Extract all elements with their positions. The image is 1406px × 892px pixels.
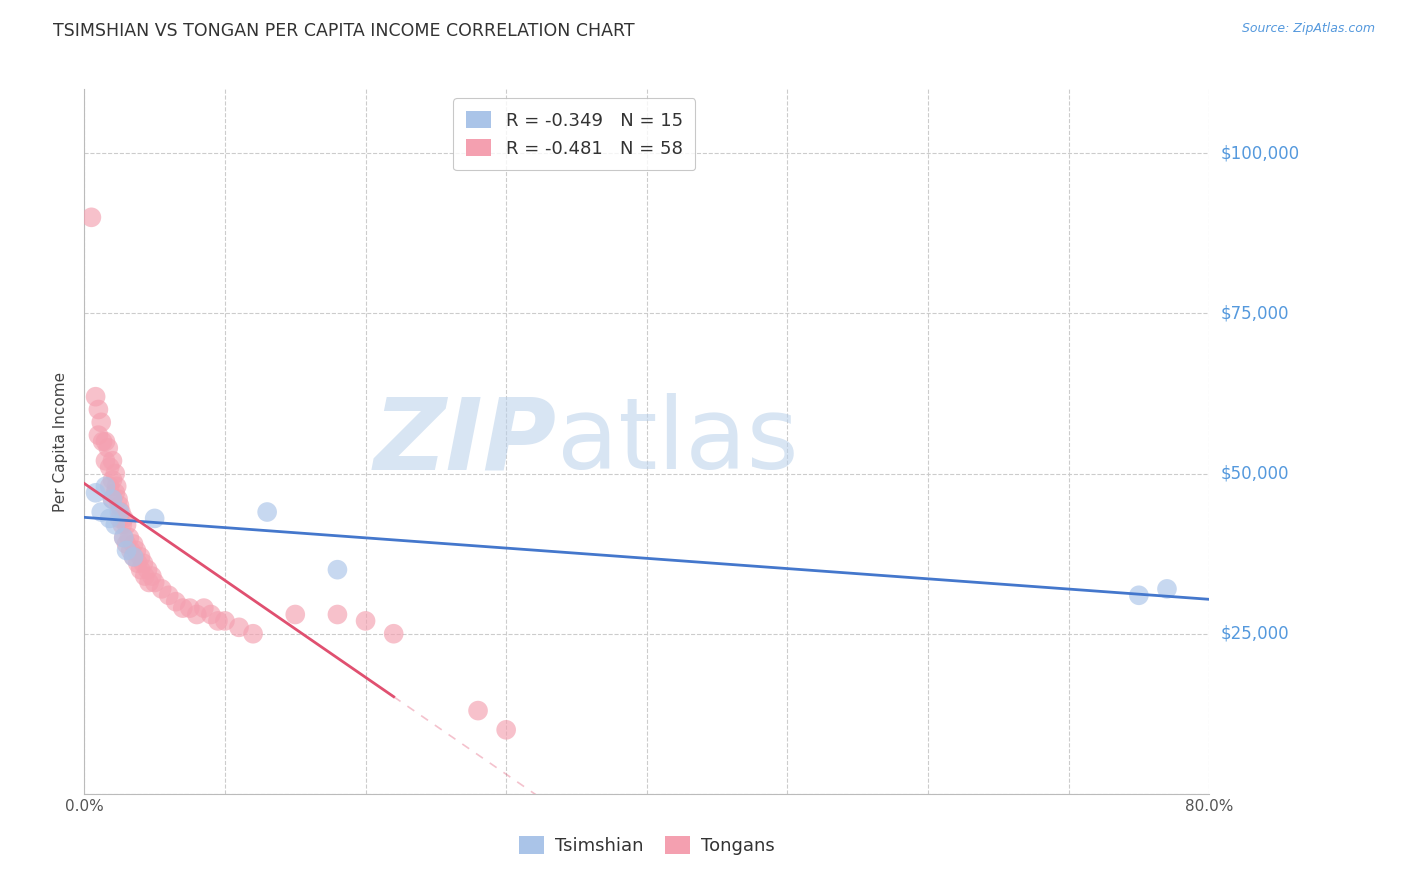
Point — [138, 575, 160, 590]
Point — [129, 549, 152, 564]
Point — [200, 607, 222, 622]
Point — [101, 473, 124, 487]
Point — [84, 485, 107, 500]
Point — [214, 614, 236, 628]
Text: Source: ZipAtlas.com: Source: ZipAtlas.com — [1241, 22, 1375, 36]
Point — [129, 563, 152, 577]
Point — [141, 569, 163, 583]
Point — [186, 607, 208, 622]
Legend: Tsimshian, Tongans: Tsimshian, Tongans — [512, 830, 782, 863]
Point — [115, 517, 138, 532]
Point — [172, 601, 194, 615]
Point — [157, 588, 180, 602]
Point — [104, 485, 127, 500]
Point — [207, 614, 229, 628]
Point — [284, 607, 307, 622]
Point — [143, 511, 166, 525]
Point — [104, 517, 127, 532]
Point — [90, 415, 112, 429]
Point — [108, 499, 131, 513]
Point — [94, 454, 117, 468]
Point — [108, 511, 131, 525]
Point — [125, 543, 148, 558]
Point — [101, 492, 124, 507]
Point — [228, 620, 250, 634]
Point — [354, 614, 377, 628]
Point — [104, 467, 127, 481]
Point — [110, 505, 132, 519]
Point — [179, 601, 201, 615]
Point — [122, 549, 145, 564]
Text: $75,000: $75,000 — [1220, 304, 1289, 322]
Point — [101, 454, 124, 468]
Point — [1156, 582, 1178, 596]
Point — [111, 517, 134, 532]
Text: atlas: atlas — [557, 393, 799, 490]
Text: $50,000: $50,000 — [1220, 465, 1289, 483]
Point — [87, 428, 110, 442]
Point — [112, 531, 135, 545]
Text: $100,000: $100,000 — [1220, 145, 1299, 162]
Point — [97, 441, 120, 455]
Point — [94, 434, 117, 449]
Point — [98, 479, 121, 493]
Point — [87, 402, 110, 417]
Point — [326, 607, 349, 622]
Point — [115, 543, 138, 558]
Text: $25,000: $25,000 — [1220, 624, 1289, 643]
Point — [118, 531, 141, 545]
Point — [1128, 588, 1150, 602]
Point — [143, 575, 166, 590]
Point — [467, 704, 489, 718]
Point — [193, 601, 215, 615]
Point — [132, 556, 155, 570]
Point — [150, 582, 173, 596]
Point — [122, 537, 145, 551]
Point — [165, 595, 187, 609]
Point — [242, 626, 264, 640]
Y-axis label: Per Capita Income: Per Capita Income — [53, 371, 69, 512]
Point — [495, 723, 517, 737]
Point — [112, 531, 135, 545]
Point — [256, 505, 278, 519]
Point — [98, 460, 121, 475]
Text: TSIMSHIAN VS TONGAN PER CAPITA INCOME CORRELATION CHART: TSIMSHIAN VS TONGAN PER CAPITA INCOME CO… — [53, 22, 636, 40]
Point — [382, 626, 405, 640]
Point — [115, 537, 138, 551]
Point — [136, 563, 159, 577]
Point — [90, 505, 112, 519]
Point — [107, 492, 129, 507]
Point — [108, 505, 131, 519]
Point — [98, 511, 121, 525]
Text: ZIP: ZIP — [374, 393, 557, 490]
Point — [120, 543, 142, 558]
Point — [80, 211, 103, 225]
Point — [84, 390, 107, 404]
Point — [91, 434, 114, 449]
Point — [112, 511, 135, 525]
Point — [105, 479, 128, 493]
Point — [94, 479, 117, 493]
Point — [122, 549, 145, 564]
Point — [326, 563, 349, 577]
Point — [127, 556, 149, 570]
Point — [134, 569, 156, 583]
Point — [101, 492, 124, 507]
